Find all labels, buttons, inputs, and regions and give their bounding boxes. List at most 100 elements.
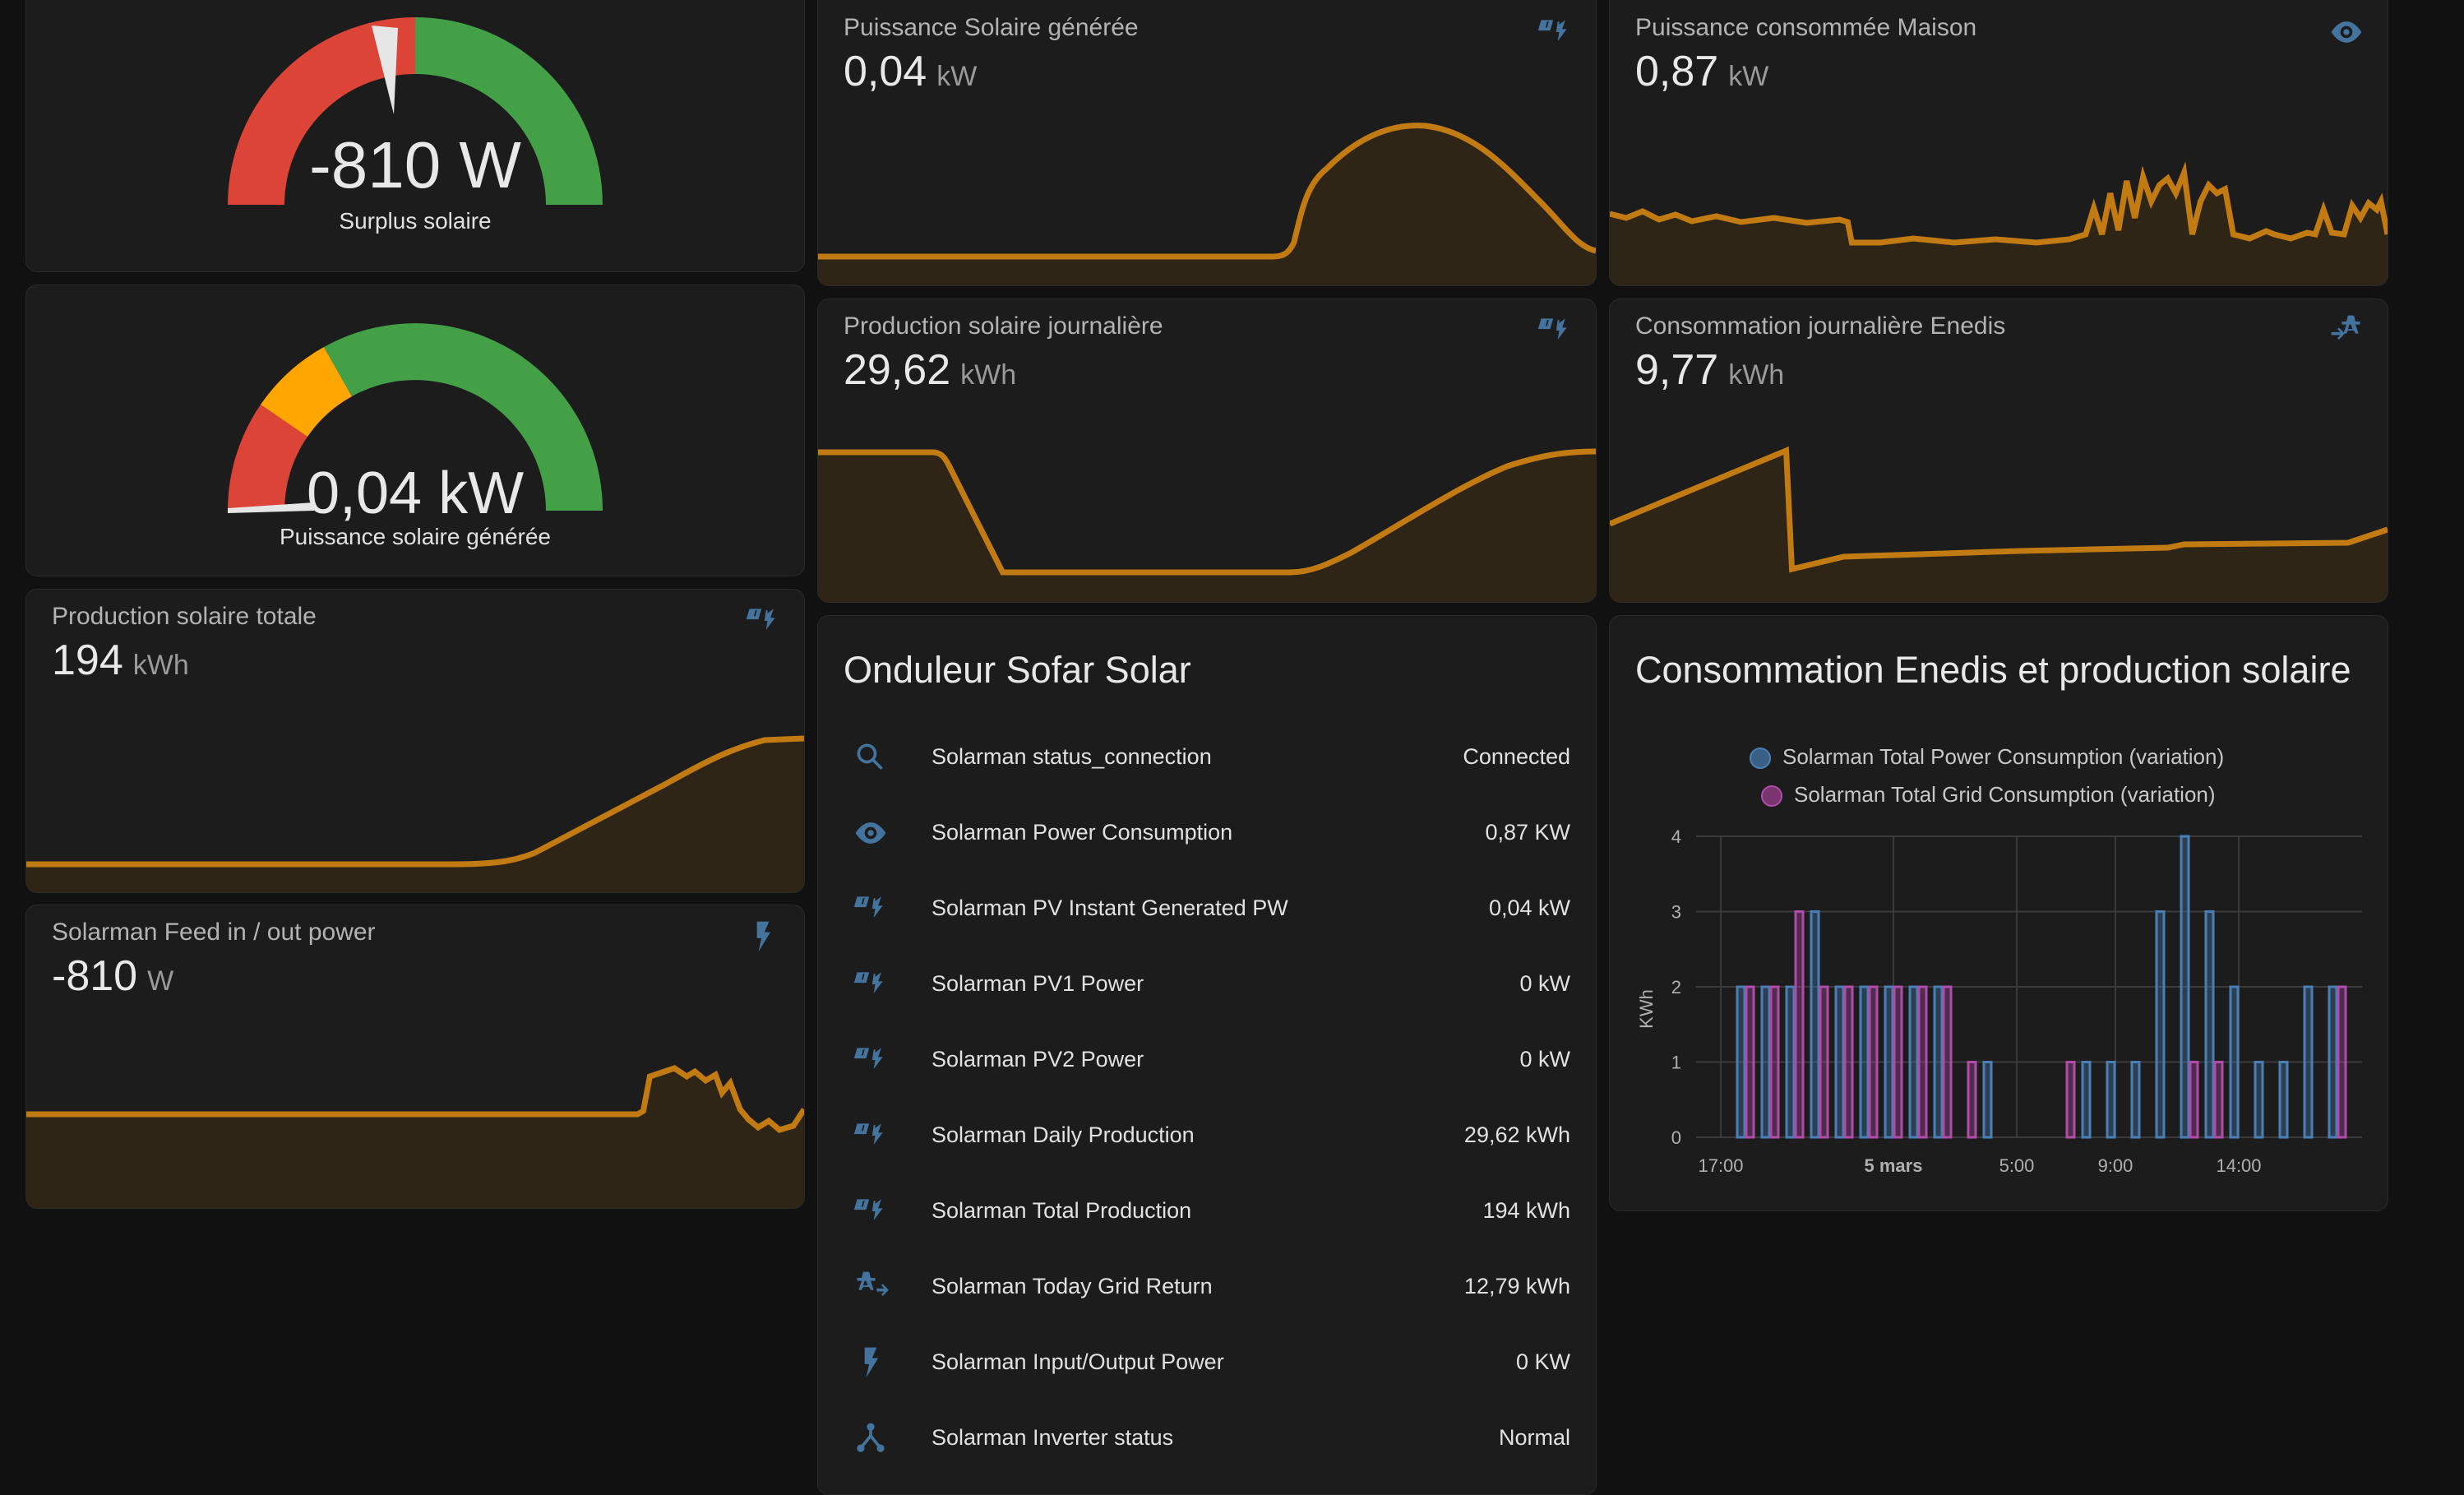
bar-grid-consumption[interactable]	[1942, 985, 1953, 1139]
entities-card-inverter: Onduleur Sofar Solar Solarman status_con…	[817, 615, 1597, 1495]
bar-power-consumption[interactable]	[1982, 1061, 1993, 1139]
value-number: 0,04	[844, 48, 927, 95]
solar-power-icon	[1537, 318, 1567, 340]
y-tick-label: 2	[1671, 977, 1681, 997]
entity-state: 0 KW	[1515, 1349, 1570, 1374]
entity-state: 194 kWh	[1482, 1198, 1570, 1223]
gauge-solar-label: Puissance solaire générée	[280, 524, 551, 549]
gauge-surplus-label: Surplus solaire	[339, 208, 492, 234]
entity-name: Solarman Total Production	[932, 1198, 1192, 1223]
sparkline-solar-power	[818, 123, 1596, 285]
bar-power-consumption[interactable]	[2278, 1061, 2289, 1139]
solar-power-icon	[853, 1199, 883, 1220]
card-title: Puissance Solaire générée	[844, 14, 1139, 41]
value-number: 9,77	[1635, 346, 1719, 394]
bar-grid-consumption[interactable]	[1917, 985, 1928, 1139]
legend-item-grid-consumption[interactable]: Solarman Total Grid Consumption (variati…	[1761, 782, 2216, 808]
entity-row-daily-production[interactable]: Solarman Daily Production 29,62 kWh	[818, 1098, 1596, 1173]
value-number: -810	[52, 952, 138, 1000]
gauge-surplus-needle	[372, 25, 398, 114]
sensor-card-daily-enedis[interactable]: Consommation journalière Enedis 9,77 kWh	[1609, 299, 2388, 603]
sensor-card-total-production[interactable]: Production solaire totale 194 kWh	[25, 589, 805, 893]
gauge-card-solar[interactable]: 0,04 kW Puissance solaire générée	[25, 285, 805, 576]
gauge-solar-dial	[228, 323, 603, 513]
gauge-surplus-green-segment	[415, 17, 603, 205]
bar-grid-consumption[interactable]	[1819, 985, 1829, 1139]
card-title: Production solaire journalière	[844, 312, 1163, 340]
bar-power-consumption[interactable]	[2328, 985, 2338, 1139]
solar-power-icon	[1537, 20, 1567, 41]
transmission-tower-import-icon	[2331, 315, 2360, 340]
entity-name: Solarman Today Grid Return	[932, 1274, 1213, 1298]
entity-row-grid-return[interactable]: Solarman Today Grid Return 12,79 kWh	[818, 1249, 1596, 1325]
entity-row-pv2-power[interactable]: Solarman PV2 Power 0 kW	[818, 1022, 1596, 1098]
card-value: 29,62 kWh	[844, 345, 1016, 395]
value-unit: kW	[1728, 61, 1769, 92]
y-tick-label: 0	[1671, 1127, 1681, 1148]
bar-power-consumption[interactable]	[1810, 910, 1820, 1139]
sensor-card-house-power[interactable]: Puissance consommée Maison 0,87 kW	[1609, 0, 2388, 286]
bar-power-consumption[interactable]	[2180, 835, 2190, 1139]
bar-power-consumption[interactable]	[2081, 1061, 2092, 1139]
bar-power-consumption[interactable]	[2155, 910, 2166, 1139]
bar-grid-consumption[interactable]	[1745, 985, 1755, 1139]
entity-row-total-production[interactable]: Solarman Total Production 194 kWh	[818, 1173, 1596, 1249]
entity-row-power-consumption[interactable]: Solarman Power Consumption 0,87 KW	[818, 795, 1596, 871]
gauge-card-surplus[interactable]: -810 W Surplus solaire	[25, 0, 805, 272]
bar-grid-consumption[interactable]	[1794, 910, 1805, 1139]
legend-item-power-consumption[interactable]: Solarman Total Power Consumption (variat…	[1750, 744, 2224, 770]
entity-state: Connected	[1463, 744, 1570, 769]
entity-name: Solarman Inverter status	[932, 1425, 1174, 1450]
entity-state: 0,04 kW	[1488, 896, 1570, 920]
solar-power-icon	[853, 1123, 883, 1145]
bar-grid-consumption[interactable]	[2213, 1061, 2224, 1139]
bar-power-consumption[interactable]	[2229, 985, 2240, 1139]
entity-name: Solarman PV1 Power	[932, 971, 1144, 996]
bar-power-consumption[interactable]	[2204, 910, 2215, 1139]
y-tick-label: 4	[1671, 826, 1681, 847]
entity-row-io-power[interactable]: Solarman Input/Output Power 0 KW	[818, 1325, 1596, 1400]
bar-grid-consumption[interactable]	[2337, 985, 2347, 1139]
bar-power-consumption[interactable]	[2254, 1061, 2264, 1139]
bar-power-consumption[interactable]	[1834, 985, 1845, 1139]
bar-grid-consumption[interactable]	[1893, 985, 1903, 1139]
bar-grid-consumption[interactable]	[2189, 1061, 2199, 1139]
x-tick-label: 14:00	[2216, 1155, 2261, 1176]
entity-row-inverter-status[interactable]: Solarman Inverter status Normal	[818, 1400, 1596, 1476]
entity-row-status-connection[interactable]: Solarman status_connection Connected	[818, 720, 1596, 795]
entity-row-pv-instant[interactable]: Solarman PV Instant Generated PW 0,04 kW	[818, 871, 1596, 947]
statistics-chart-card[interactable]: Consommation Enedis et production solair…	[1609, 615, 2388, 1211]
eye-icon	[855, 822, 886, 844]
bar-grid-consumption[interactable]	[1967, 1061, 1977, 1139]
y-axis-title: KWh	[1636, 989, 1657, 1029]
bar-power-consumption[interactable]	[1785, 985, 1796, 1139]
bar-grid-consumption[interactable]	[2065, 1061, 2076, 1139]
gauge-solar-value: 0,04 kW	[306, 461, 525, 526]
sensor-card-feed-power[interactable]: Solarman Feed in / out power -810 W	[25, 905, 805, 1209]
bar-power-consumption[interactable]	[1859, 985, 1870, 1139]
entity-name: Solarman Daily Production	[932, 1122, 1195, 1147]
bar-power-consumption[interactable]	[1760, 985, 1771, 1139]
solar-power-icon	[853, 972, 883, 993]
bar-power-consumption[interactable]	[2130, 1061, 2141, 1139]
bar-grid-consumption[interactable]	[1843, 985, 1854, 1139]
y-tick-label: 3	[1671, 902, 1681, 923]
bar-power-consumption[interactable]	[2106, 1061, 2116, 1139]
card-value: 0,04 kW	[844, 47, 977, 96]
bar-grid-consumption[interactable]	[1868, 985, 1879, 1139]
solar-power-icon	[853, 1048, 883, 1069]
sensor-card-daily-production[interactable]: Production solaire journalière 29,62 kWh	[817, 299, 1597, 603]
bar-power-consumption[interactable]	[2303, 985, 2314, 1139]
flash-icon	[864, 1347, 879, 1378]
bar-power-consumption[interactable]	[1933, 985, 1944, 1139]
card-value: -810 W	[52, 951, 173, 1001]
entity-name: Solarman PV2 Power	[932, 1047, 1144, 1071]
entity-row-pv1-power[interactable]: Solarman PV1 Power 0 kW	[818, 947, 1596, 1022]
bar-power-consumption[interactable]	[1884, 985, 1894, 1139]
bar-power-consumption[interactable]	[1908, 985, 1919, 1139]
bar-power-consumption[interactable]	[1736, 985, 1746, 1139]
bar-grid-consumption[interactable]	[1769, 985, 1780, 1139]
sensor-card-solar-power[interactable]: Puissance Solaire générée 0,04 kW	[817, 0, 1597, 286]
flash-icon	[756, 921, 771, 952]
sparkline-total-production	[26, 735, 804, 892]
